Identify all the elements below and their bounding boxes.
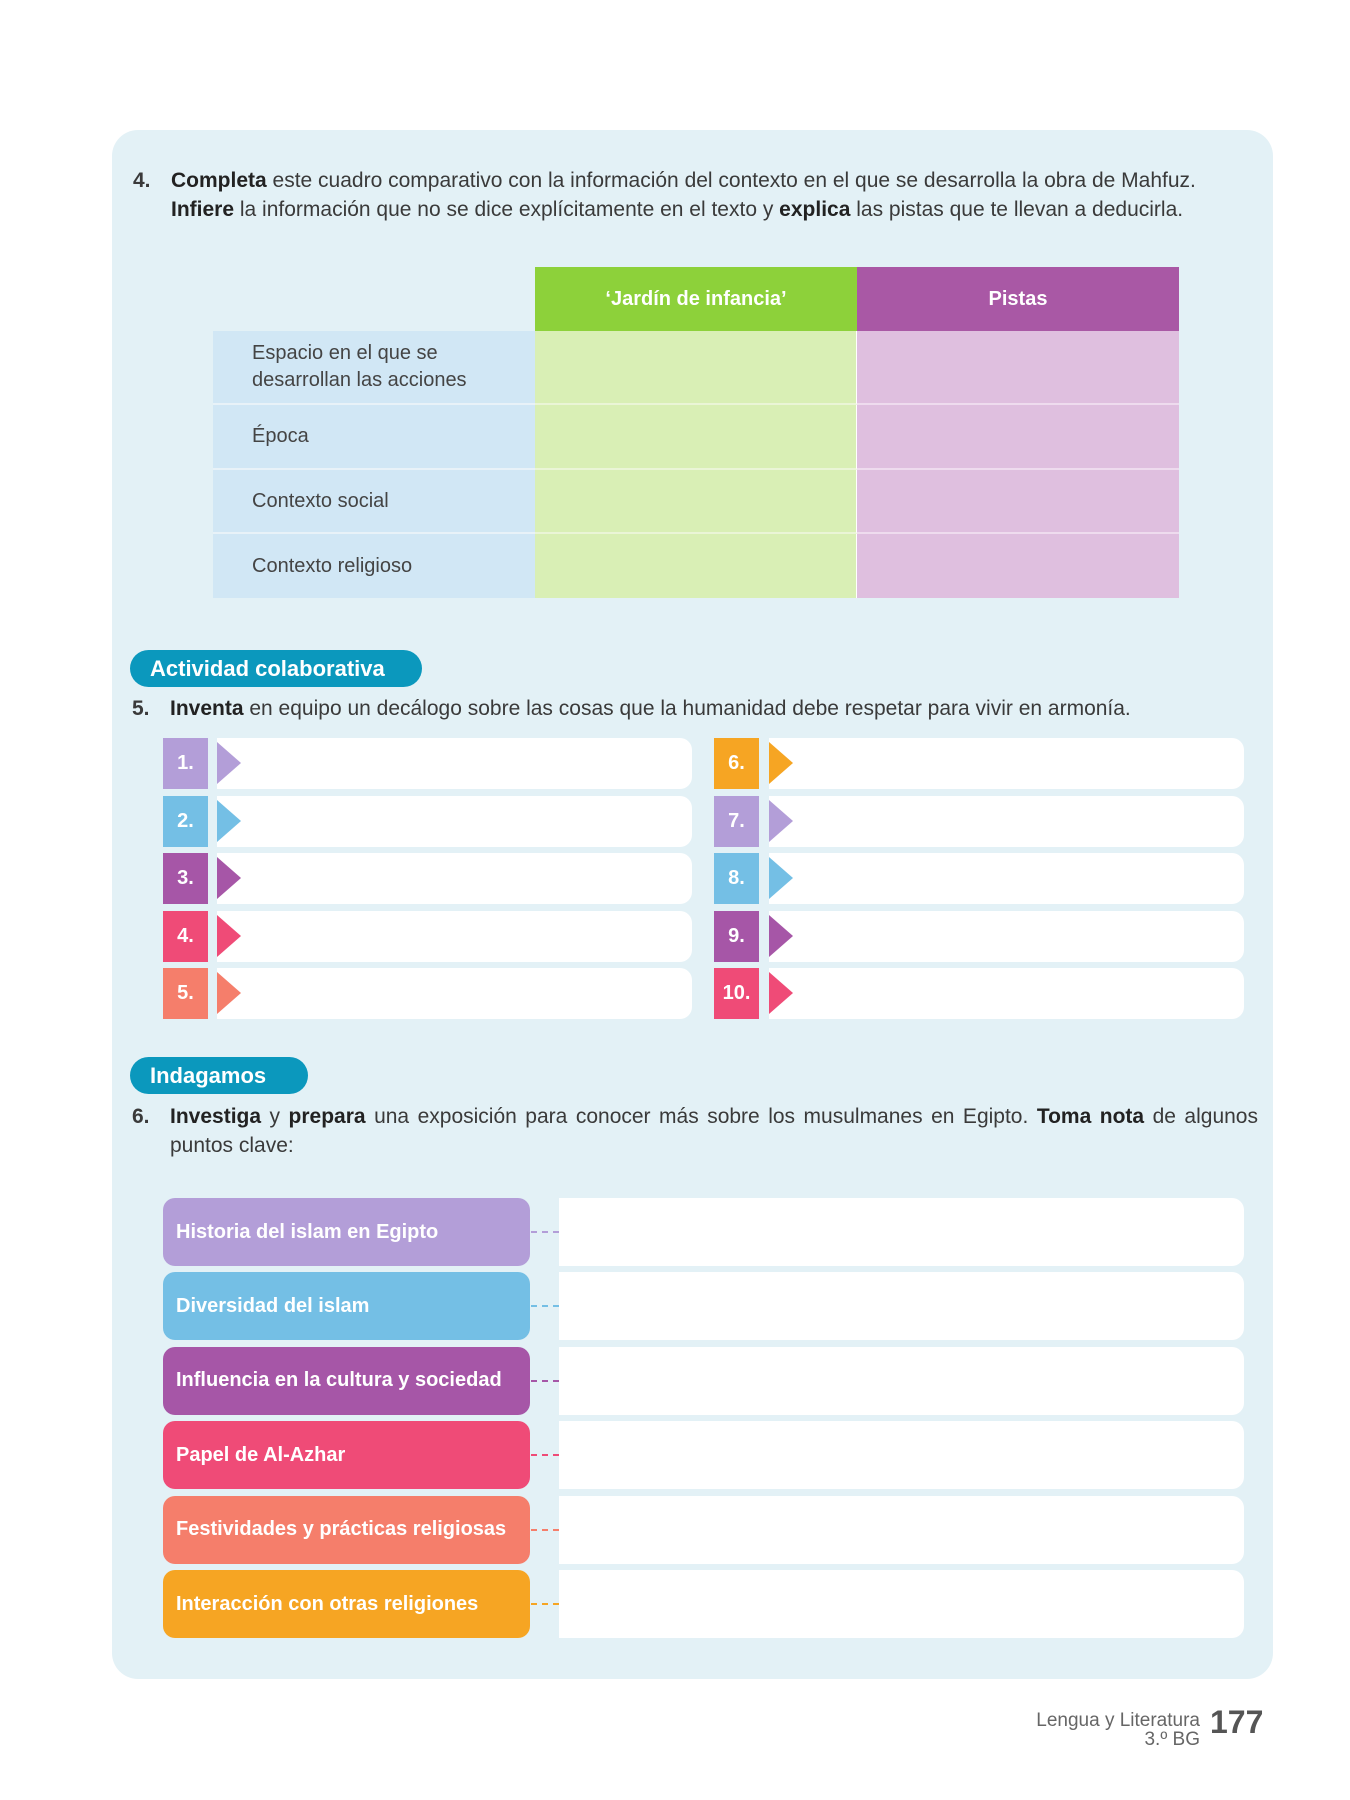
table-cell-pistas[interactable]: [857, 470, 1179, 534]
decalogue-entry-field[interactable]: [217, 853, 692, 905]
header-jardin: ‘Jardín de infancia’: [535, 267, 857, 331]
row-label: Espacio en el que se desarrollan las acc…: [213, 331, 535, 405]
table-cell-pistas[interactable]: [857, 331, 1179, 405]
decalogue-entry-field[interactable]: [769, 853, 1244, 905]
indagamos-badge: Indagamos: [130, 1057, 308, 1094]
footer-subject: Lengua y Literatura 3.º BG: [1036, 1710, 1200, 1750]
topic-label: Interacción con otras religiones: [163, 1570, 530, 1638]
topic-notes-field[interactable]: [559, 1570, 1244, 1638]
topic-notes-field[interactable]: [559, 1421, 1244, 1490]
decalogue-entry-field[interactable]: [769, 910, 1244, 962]
topic-label: Historia del islam en Egipto: [163, 1198, 530, 1266]
decalogue-number: 3.: [163, 853, 208, 905]
header-pistas: Pistas: [857, 267, 1179, 331]
dashed-connector: [531, 1305, 559, 1308]
decalogue-entry-field[interactable]: [769, 795, 1244, 847]
topic-notes-field[interactable]: [559, 1272, 1244, 1341]
arrow-icon: [769, 914, 793, 957]
decalogue-number: 9.: [714, 910, 759, 962]
decalogue-number: 6.: [714, 738, 759, 789]
row-label: Contexto social: [213, 470, 535, 534]
table-cell-jardin[interactable]: [535, 470, 857, 534]
arrow-icon: [769, 742, 793, 784]
arrow-icon: [217, 914, 241, 957]
topic-label: Diversidad del islam: [163, 1272, 530, 1341]
topic-notes-field[interactable]: [559, 1198, 1244, 1266]
topic-label: Influencia en la cultura y sociedad: [163, 1346, 530, 1415]
dashed-connector: [531, 1231, 559, 1233]
question-4: 4. Completa este cuadro comparativo con …: [133, 169, 1196, 221]
arrow-icon: [217, 799, 241, 842]
dashed-connector: [531, 1454, 559, 1457]
row-label: Época: [213, 405, 535, 470]
decalogue-number: 4.: [163, 910, 208, 962]
topic-label: Papel de Al-Azhar: [163, 1421, 530, 1490]
arrow-icon: [769, 799, 793, 842]
arrow-icon: [769, 857, 793, 900]
page-number: 177: [1210, 1704, 1264, 1740]
topic-label: Festividades y prácticas religiosas: [163, 1495, 530, 1564]
actividad-colaborativa-badge: Actividad colaborativa: [130, 650, 422, 687]
row-label: Contexto religioso: [213, 534, 535, 598]
table-cell-pistas[interactable]: [857, 405, 1179, 470]
dashed-connector: [531, 1603, 559, 1605]
table-cell-jardin[interactable]: [535, 534, 857, 598]
arrow-icon: [217, 857, 241, 900]
table-cell-jardin[interactable]: [535, 331, 857, 405]
decalogue-entry-field[interactable]: [217, 738, 692, 789]
table-cell-pistas[interactable]: [857, 534, 1179, 598]
question-6: 6. Investiga y prepara una exposición pa…: [132, 1105, 1258, 1157]
arrow-icon: [217, 742, 241, 784]
topic-notes-field[interactable]: [559, 1495, 1244, 1564]
decalogue-entry-field[interactable]: [769, 738, 1244, 789]
decalogue-number: 1.: [163, 738, 208, 789]
decalogue-number: 2.: [163, 795, 208, 847]
dashed-connector: [531, 1379, 559, 1382]
decalogue-entry-field[interactable]: [217, 910, 692, 962]
arrow-icon: [769, 972, 793, 1015]
table-cell-jardin[interactable]: [535, 405, 857, 470]
question-5: 5. Inventa en equipo un decálogo sobre l…: [132, 697, 1131, 720]
decalogue-number: 5.: [163, 968, 208, 1020]
topic-notes-field[interactable]: [559, 1346, 1244, 1415]
decalogue-entry-field[interactable]: [217, 795, 692, 847]
dashed-connector: [531, 1528, 559, 1531]
arrow-icon: [217, 972, 241, 1015]
decalogue-number: 8.: [714, 853, 759, 905]
decalogue-entry-field[interactable]: [217, 968, 692, 1020]
decalogue-entry-field[interactable]: [769, 968, 1244, 1020]
decalogue-number: 10.: [714, 968, 759, 1020]
decalogue-number: 7.: [714, 795, 759, 847]
